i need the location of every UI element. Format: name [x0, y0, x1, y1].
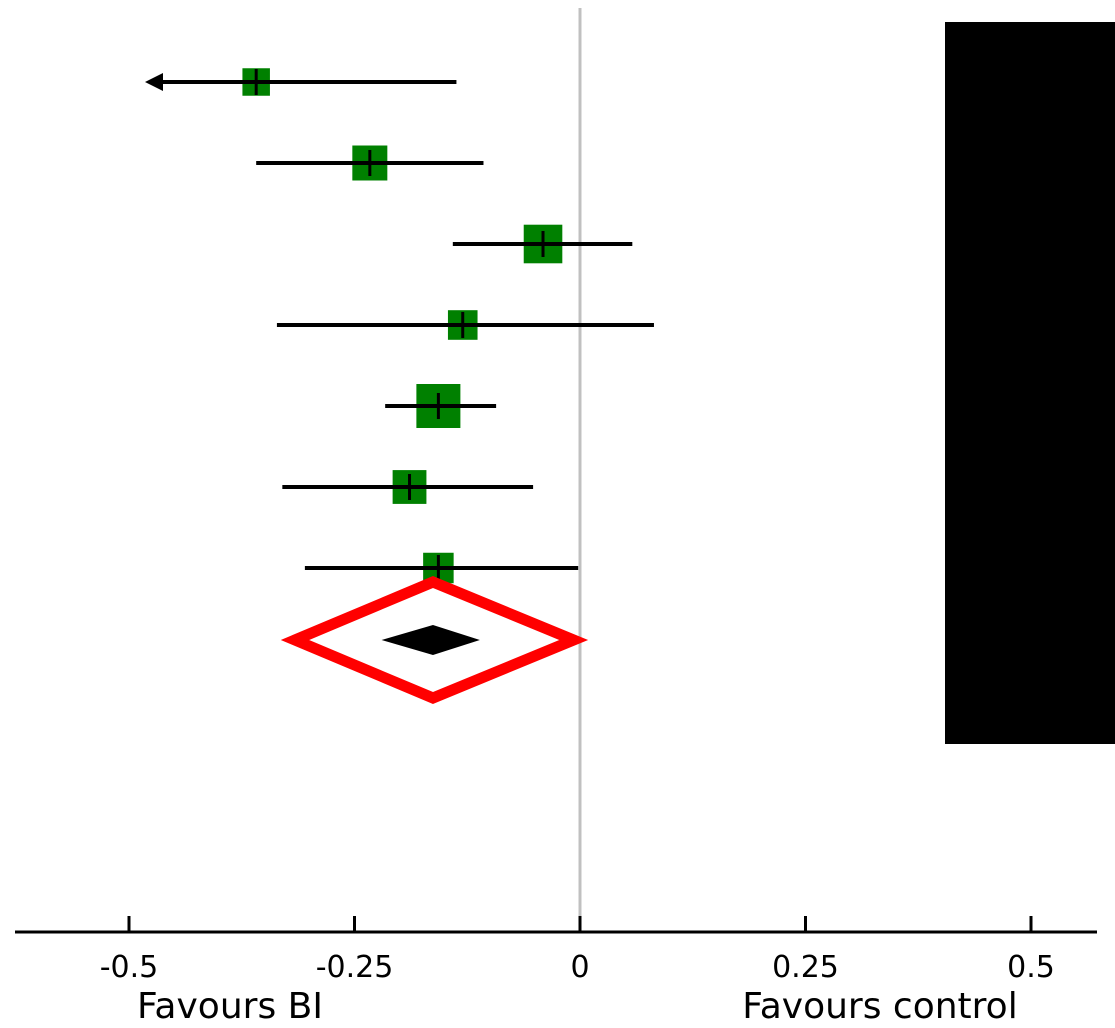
study-row — [145, 68, 457, 96]
study-row — [452, 224, 633, 264]
favours-right-label: Favours control — [742, 986, 1017, 1027]
study-rows — [145, 68, 654, 584]
study-row — [385, 384, 497, 428]
redaction-block — [945, 22, 1115, 744]
study-row — [276, 310, 654, 340]
highlight-diamond — [280, 576, 589, 704]
x-axis-tick-label: -0.25 — [316, 950, 394, 985]
x-axis-tick-label: 0 — [570, 950, 589, 985]
study-row — [256, 145, 484, 181]
study-row — [304, 552, 579, 584]
pooled-estimate-diamond — [381, 625, 480, 655]
ci-truncation-arrow — [145, 73, 163, 91]
favours-left-label: Favours BI — [137, 986, 323, 1027]
x-axis-tick-label: 0.5 — [1007, 950, 1055, 985]
x-axis-ticks: -0.5 -0.25 0 0.25 0.5 — [100, 916, 1055, 985]
x-axis-tick-label: 0.25 — [772, 950, 839, 985]
study-row — [282, 470, 534, 504]
x-axis-tick-label: -0.5 — [100, 950, 159, 985]
